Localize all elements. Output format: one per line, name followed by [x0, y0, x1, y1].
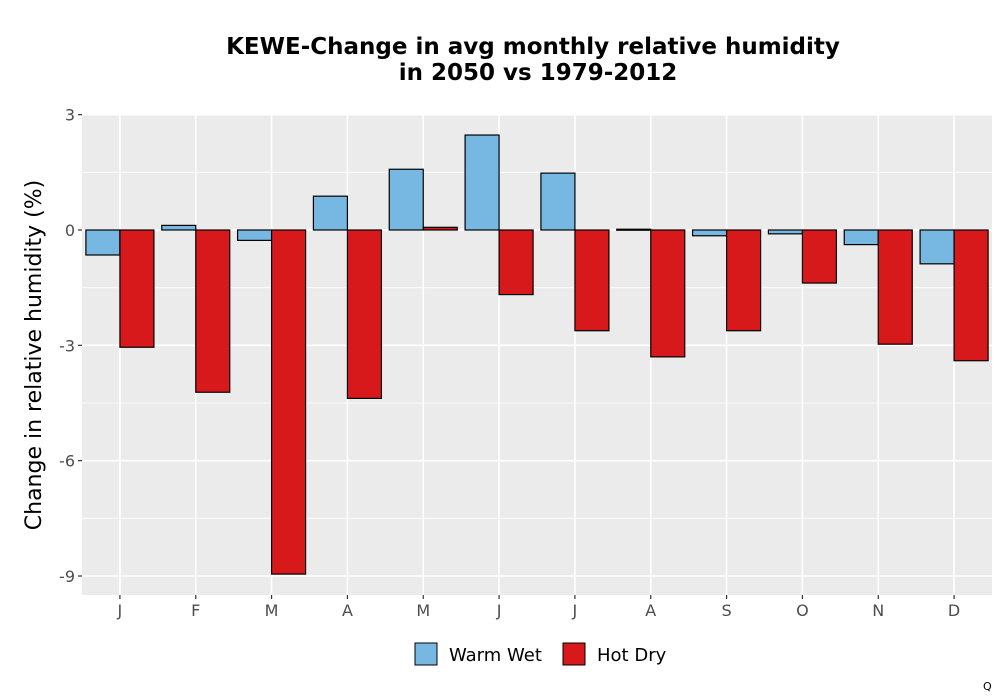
bar-warm-wet: [691, 229, 728, 237]
chart-title-line1: KEWE-Change in avg monthly relative humi…: [226, 34, 840, 60]
bar-hot-dry: [877, 229, 913, 345]
legend: Warm Wet Hot Dry: [414, 642, 667, 666]
bar-warm-wet: [85, 229, 121, 256]
y-tick-label: -6: [59, 452, 75, 471]
y-tick-label: 3: [65, 106, 75, 125]
legend-label-hot-dry: Hot Dry: [597, 645, 667, 666]
bars: [85, 134, 989, 575]
bar-hot-dry: [422, 226, 458, 231]
bar-hot-dry: [650, 229, 686, 358]
bar-warm-wet: [464, 134, 500, 231]
plot-panel: [82, 114, 992, 595]
bar-hot-dry: [270, 229, 307, 575]
x-tick-label: J: [117, 601, 123, 620]
x-tick-label: A: [645, 601, 656, 620]
y-tick-label: -3: [59, 336, 75, 355]
bar-hot-dry: [953, 229, 989, 362]
minor-gridlines: [82, 171, 992, 519]
bar-warm-wet: [767, 229, 804, 235]
bar-warm-wet: [388, 168, 424, 231]
legend-label-warm-wet: Warm Wet: [449, 645, 542, 666]
bar-hot-dry: [346, 229, 383, 399]
x-tick-label: M: [265, 601, 279, 620]
chart-title-line2: in 2050 vs 1979-2012: [399, 60, 678, 86]
x-tick-label: A: [342, 601, 353, 620]
bar-hot-dry: [498, 229, 534, 296]
x-tick-label: M: [416, 601, 430, 620]
x-tick-label: F: [191, 601, 200, 620]
bar-warm-wet: [161, 224, 197, 231]
bar-hot-dry: [801, 229, 838, 284]
corner-mark: Q: [983, 680, 992, 693]
y-axis-title: Change in relative humidity (%): [22, 180, 47, 530]
x-tick-label: S: [722, 601, 732, 620]
x-tick-label: J: [572, 601, 578, 620]
y-tick-label: -9: [59, 567, 75, 586]
bar-hot-dry: [725, 229, 762, 332]
bar-warm-wet: [616, 228, 652, 231]
bar-hot-dry: [119, 229, 155, 348]
x-tick-label: O: [796, 601, 809, 620]
y-tick-label: 0: [65, 221, 75, 240]
x-tick-label: J: [496, 601, 502, 620]
x-tick-label: N: [872, 601, 884, 620]
legend-key-warm-wet: [414, 642, 438, 666]
bar-hot-dry: [195, 229, 231, 393]
bar-warm-wet: [540, 172, 576, 231]
x-tick-label: D: [948, 601, 960, 620]
y-axis: 3 0 -3 -6 -9: [59, 106, 82, 586]
bar-warm-wet: [312, 195, 349, 231]
bar-warm-wet: [843, 229, 879, 246]
bar-warm-wet: [236, 229, 273, 241]
legend-key-hot-dry: [562, 642, 586, 666]
bar-warm-wet: [919, 229, 955, 265]
bar-hot-dry: [574, 229, 610, 332]
